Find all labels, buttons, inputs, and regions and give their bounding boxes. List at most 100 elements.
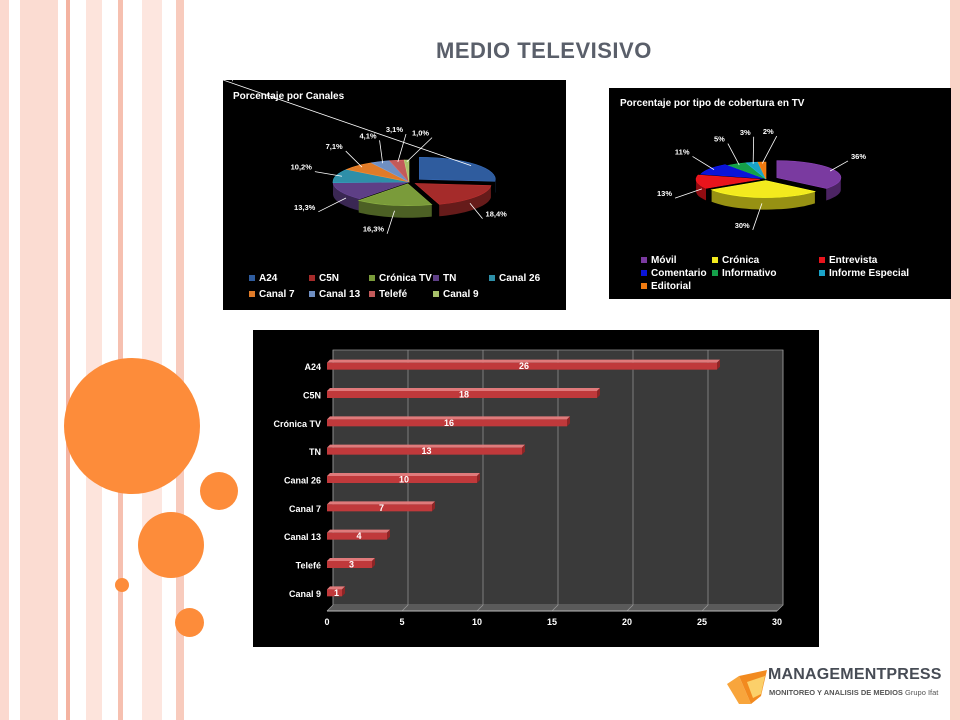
decorative-circle (138, 512, 204, 578)
bar-end (477, 473, 480, 483)
bar-end (342, 586, 345, 597)
legend-swatch (819, 257, 825, 264)
legend-label: Canal 9 (443, 289, 479, 300)
leader-line (727, 143, 740, 166)
pie-slice-side (826, 178, 841, 201)
legend-item: TN (433, 273, 456, 284)
bar-a24 (327, 362, 717, 370)
data-label: 26,5% (223, 80, 245, 82)
pie-slice-cr-nica-tv (357, 183, 433, 206)
chart-title: Porcentaje por tipo de cobertura en TV (620, 98, 805, 109)
legend-item: Crónica TV (369, 273, 432, 284)
pie-slice-side (711, 189, 815, 210)
data-label: 30% (735, 221, 750, 230)
legend-item: Canal 13 (309, 289, 360, 300)
y-tick-label: Telefé (296, 561, 321, 571)
bar-end (717, 359, 720, 370)
data-label: 10,2% (291, 163, 313, 172)
bar-end (597, 388, 600, 398)
legend-item: Telefé (369, 289, 407, 300)
pie-slice-side (439, 185, 491, 217)
bar-canal-9 (327, 589, 342, 597)
data-label: 13 (421, 446, 431, 456)
data-label: 18 (459, 390, 469, 400)
x-tick-label: 5 (399, 617, 404, 627)
legend-item: Móvil (641, 255, 677, 266)
legend-item: Entrevista (819, 255, 877, 266)
data-label: 16,3% (363, 225, 385, 234)
legend-label: Editorial (651, 281, 692, 292)
legend-label: Comentario (651, 268, 707, 279)
pie-slice-c5n (414, 183, 492, 205)
leader-line (674, 188, 703, 199)
legend-label: Canal 26 (499, 273, 541, 284)
data-label: 3% (740, 128, 751, 137)
pie-chart-cobertura: Porcentaje por tipo de cobertura en TV 3… (609, 88, 951, 299)
leader-line (379, 140, 384, 164)
bar-top (327, 416, 570, 420)
data-label: 3,1% (386, 125, 403, 134)
y-tick-label: Canal 13 (284, 532, 321, 542)
bar-top (327, 388, 600, 391)
x-tick-label: 20 (622, 617, 632, 627)
decorative-circle (175, 608, 204, 637)
x-tick-label: 15 (547, 617, 557, 627)
bar-canal-13 (327, 532, 387, 540)
data-label: 13% (657, 189, 672, 198)
leader-line (314, 171, 343, 177)
bar-chart-canales: 0 5 10 15 20 25 30 26 A24 18 C5N 16 Crónica TV 13 TN 10… (253, 330, 819, 647)
data-label: 7 (379, 503, 384, 513)
x-tick-label: 10 (472, 617, 482, 627)
logo-name: MANAGEMENTPRESS (768, 666, 942, 683)
legend-label: Crónica (722, 255, 760, 266)
y-tick-label: Canal 26 (284, 476, 321, 486)
bar-end (432, 501, 435, 512)
data-label: 4,1% (359, 131, 376, 140)
legend-swatch (819, 270, 825, 277)
legend-label: Canal 7 (259, 289, 295, 300)
y-tick-label: Crónica TV (273, 419, 321, 429)
legend-label: Crónica TV (379, 273, 432, 284)
legend-swatch (369, 275, 375, 282)
leader-line (761, 135, 778, 164)
leader-line (406, 137, 433, 163)
legend-swatch (712, 257, 718, 264)
bar-end (372, 558, 375, 568)
pie-slice-side (333, 182, 360, 211)
legend-swatch (641, 270, 647, 277)
legend-swatch (641, 283, 647, 290)
decorative-circle (200, 472, 238, 510)
decorative-stripes (0, 0, 190, 720)
legend-swatch (309, 275, 315, 282)
pie-slice-m-vil (776, 160, 842, 189)
pie-slice-tn (332, 181, 410, 200)
x-tick-label: 25 (697, 617, 707, 627)
legend-swatch (641, 257, 647, 264)
pie-chart-canales: Porcentaje por Canales 26,5% 18,4% 16,3% 13… (223, 80, 566, 310)
legend-label: Telefé (379, 289, 408, 300)
legend-item: C5N (309, 273, 339, 284)
pie-slice-cr-nica (710, 180, 817, 198)
y-tick-label: TN (309, 447, 321, 457)
legend-swatch (249, 275, 255, 282)
legend-label: Canal 13 (319, 289, 361, 300)
legend-item: Canal 7 (249, 289, 295, 300)
legend-item: Canal 26 (489, 273, 540, 284)
data-label: 2% (763, 127, 774, 136)
bar-top (327, 558, 375, 561)
leader-line (692, 156, 715, 170)
legend-label: TN (443, 273, 457, 284)
legend-item: Informativo (712, 268, 776, 279)
legend-item: A24 (249, 273, 277, 284)
managementpress-logo: MANAGEMENTPRESS MONITOREO Y ANALISIS DE … (722, 660, 960, 716)
y-tick-label: A24 (304, 362, 321, 372)
bar-tn (327, 447, 522, 455)
decorative-circle (115, 578, 129, 592)
x-tick-label: 0 (324, 617, 329, 627)
pie-cobertura-svg: 36% 30% 13% 11% 5% 3% 2% (657, 127, 866, 231)
bar-telef- (327, 561, 372, 568)
legend-item: Comentario (641, 268, 707, 279)
leader-line (752, 136, 755, 164)
data-label: 10 (399, 475, 409, 485)
data-label: 11% (675, 147, 690, 156)
